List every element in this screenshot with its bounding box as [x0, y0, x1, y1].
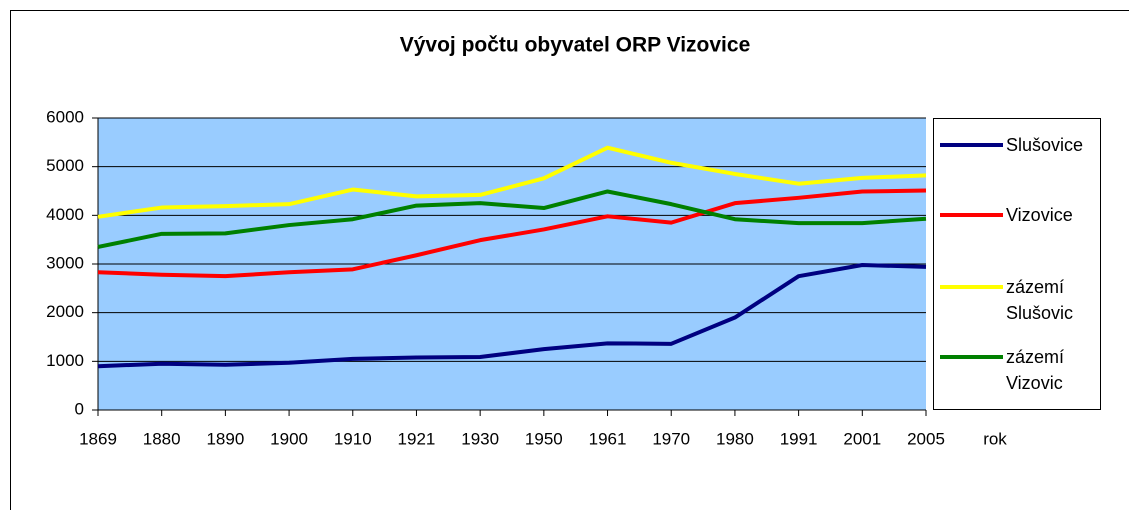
- x-tick-label: 1869: [79, 429, 117, 448]
- y-tick-label: 5000: [46, 156, 84, 175]
- y-tick-label: 3000: [46, 253, 84, 272]
- y-tick-label: 1000: [46, 351, 84, 370]
- x-tick-label: 1921: [398, 429, 436, 448]
- x-tick-label: 2001: [843, 429, 881, 448]
- series-line: [97, 262, 927, 369]
- series-line: [97, 145, 927, 219]
- legend-label: Vizovice: [1006, 205, 1073, 225]
- x-tick-label: 1950: [525, 429, 563, 448]
- x-tick-label: 1930: [461, 429, 499, 448]
- legend-label: zázemí Slušovic: [1006, 277, 1074, 323]
- x-tick-label: 1880: [143, 429, 181, 448]
- legend-label: zázemí Vizovic: [1006, 347, 1065, 393]
- y-tick-label: 4000: [46, 205, 84, 224]
- x-tick-label: 1991: [780, 429, 818, 448]
- legend-label: Slušovice: [1006, 135, 1084, 155]
- x-tick-label: 1970: [652, 429, 690, 448]
- y-tick-label: 0: [75, 399, 84, 418]
- y-tick-label: 6000: [46, 107, 84, 126]
- chart-title: Vývoj počtu obyvatel ORP Vizovice: [400, 34, 751, 57]
- series-line: [97, 188, 927, 279]
- series-line: [97, 189, 927, 249]
- x-axis-title: rok: [983, 429, 1007, 448]
- x-tick-label: 1910: [334, 429, 372, 448]
- legend-box: [933, 118, 1101, 410]
- x-tick-label: 1980: [716, 429, 754, 448]
- y-tick-label: 2000: [46, 302, 84, 321]
- x-tick-label: 1961: [589, 429, 627, 448]
- x-tick-label: 1900: [270, 429, 308, 448]
- x-tick-label: 2005: [907, 429, 945, 448]
- x-tick-label: 1890: [206, 429, 244, 448]
